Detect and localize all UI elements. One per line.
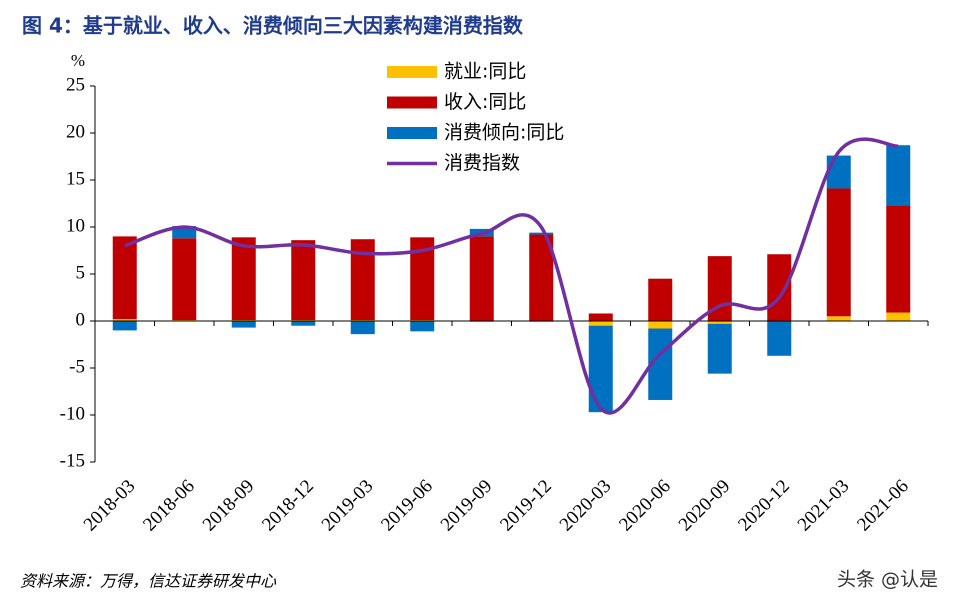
x-tick-label: 2020-06 xyxy=(615,476,675,536)
bar xyxy=(648,321,673,329)
x-tick-label: 2019-12 xyxy=(496,476,556,536)
source-note: 资料来源：万得，信达证券研发中心 xyxy=(20,572,277,591)
legend-label: 收入:同比 xyxy=(444,91,526,113)
x-tick-label: 2019-03 xyxy=(318,476,378,536)
bar xyxy=(648,278,673,321)
unit-label: % xyxy=(71,51,85,70)
bar xyxy=(350,321,375,335)
x-tick-label: 2018-03 xyxy=(80,476,140,536)
x-tick-label: 2021-03 xyxy=(794,476,854,536)
bar xyxy=(112,236,137,320)
x-tick-label: 2018-12 xyxy=(258,476,318,536)
bar xyxy=(410,321,435,332)
bar xyxy=(291,240,316,321)
x-tick-label: 2018-09 xyxy=(199,476,259,536)
x-tick-label: 2019-06 xyxy=(377,476,437,536)
bar xyxy=(588,313,613,321)
bar xyxy=(588,321,613,326)
legend-swatch xyxy=(387,66,437,78)
y-tick-label: -5 xyxy=(69,356,85,377)
bar xyxy=(767,254,792,321)
watermark: 头条 @认是 xyxy=(837,569,938,591)
bar xyxy=(231,321,256,328)
bar xyxy=(886,205,911,313)
bar xyxy=(172,238,197,321)
legend-label: 就业:同比 xyxy=(444,61,526,83)
bar xyxy=(469,236,494,321)
y-tick-label: 25 xyxy=(66,74,85,95)
chart-title: 图 4：基于就业、收入、消费倾向三大因素构建消费指数 xyxy=(22,14,524,38)
y-tick-label: 5 xyxy=(76,262,86,283)
x-tick-label: 2020-09 xyxy=(675,476,735,536)
y-tick-label: 15 xyxy=(66,168,85,189)
x-tick-label: 2018-06 xyxy=(139,476,199,536)
y-tick-label: 10 xyxy=(66,215,85,236)
y-tick-label: 0 xyxy=(76,309,86,330)
bar xyxy=(886,145,911,206)
bar xyxy=(231,237,256,321)
x-tick-label: 2020-03 xyxy=(556,476,616,536)
legend-label: 消费指数 xyxy=(444,152,520,174)
legend-label: 消费倾向:同比 xyxy=(444,122,564,144)
bar xyxy=(112,319,137,321)
y-tick-label: -15 xyxy=(60,450,85,471)
bar xyxy=(291,321,316,326)
y-tick-label: -10 xyxy=(60,403,85,424)
legend-swatch xyxy=(387,96,437,109)
bar xyxy=(767,321,792,356)
y-tick-label: 20 xyxy=(66,121,85,142)
bar xyxy=(826,316,851,321)
line xyxy=(124,137,899,415)
x-tick-label: 2021-06 xyxy=(853,476,913,536)
bar xyxy=(886,312,911,321)
bar xyxy=(112,321,137,331)
x-tick-label: 2020-12 xyxy=(734,476,794,536)
bar xyxy=(529,232,554,235)
bar xyxy=(707,321,732,324)
bar xyxy=(826,155,851,189)
bar xyxy=(826,188,851,317)
legend-swatch xyxy=(387,127,437,139)
bar xyxy=(707,323,732,374)
bar xyxy=(588,325,613,413)
x-tick-label: 2019-09 xyxy=(437,476,497,536)
